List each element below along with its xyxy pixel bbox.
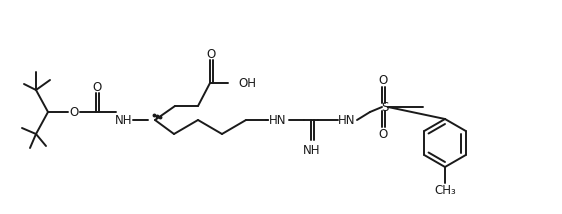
Text: HN: HN	[338, 113, 356, 126]
Text: O: O	[206, 48, 216, 61]
Text: NH: NH	[115, 113, 133, 126]
Text: O: O	[378, 128, 388, 141]
Text: S: S	[381, 101, 389, 113]
Text: NH: NH	[303, 144, 321, 156]
Text: O: O	[378, 73, 388, 86]
Text: OH: OH	[238, 76, 256, 89]
Text: O: O	[92, 80, 102, 94]
Text: HN: HN	[269, 113, 287, 126]
Text: O: O	[69, 106, 79, 119]
Text: CH₃: CH₃	[434, 184, 456, 198]
